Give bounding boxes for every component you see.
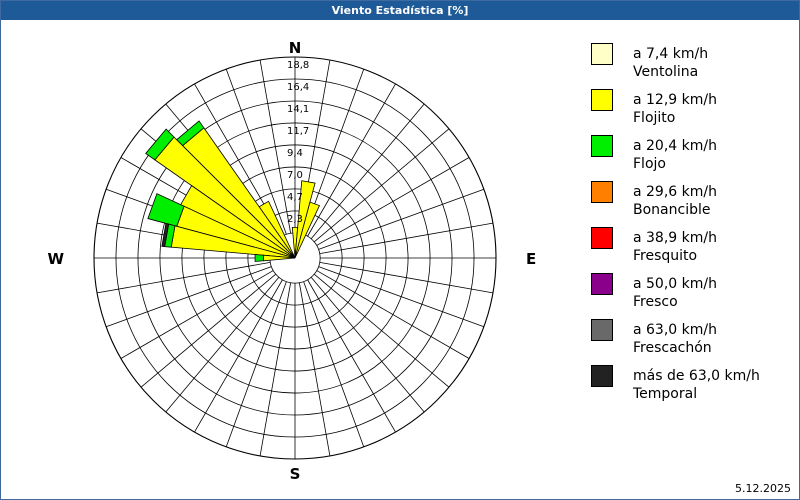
legend-item: a 20,4 km/h Flojo	[591, 135, 796, 181]
wind-bars	[145, 120, 321, 262]
grid-ring	[181, 144, 409, 372]
legend-swatch	[591, 89, 613, 111]
wind-bar-20-flojito	[294, 201, 321, 259]
legend-swatch	[591, 365, 613, 387]
legend-name: Bonancible	[633, 202, 711, 218]
legend-range: a 50,0 km/h	[633, 276, 717, 292]
radial-tick-label: 4,7	[287, 192, 303, 203]
legend-name: Fresquito	[633, 248, 698, 264]
legend: a 7,4 km/h Ventolina a 12,9 km/h Flojito…	[591, 43, 796, 411]
wind-bar-270-flojo	[254, 254, 264, 262]
direction-label-s: S	[290, 465, 301, 483]
direction-label-n: N	[289, 39, 302, 57]
legend-item: a 29,6 km/h Bonancible	[591, 181, 796, 227]
legend-range: a 12,9 km/h	[633, 92, 717, 108]
radial-tick-label: 7,0	[287, 170, 303, 181]
grid-ring	[115, 78, 475, 438]
legend-name: Fresco	[633, 294, 678, 310]
window-title: Viento Estadística [%]	[1, 1, 799, 20]
direction-label-w: W	[47, 250, 64, 268]
grid-ring	[225, 188, 365, 328]
radial-tick-labels: 2,3 4,7 7,0 9,4 11,7 14,1 16,4 18,8	[287, 60, 309, 225]
direction-labels: N E S W	[47, 39, 536, 483]
legend-item: a 7,4 km/h Ventolina	[591, 43, 796, 89]
legend-name: Frescachón	[633, 340, 712, 356]
radial-tick-label: 11,7	[287, 126, 309, 137]
legend-name: Flojito	[633, 110, 676, 126]
legend-swatch	[591, 319, 613, 341]
legend-item: a 50,0 km/h Fresco	[591, 273, 796, 319]
legend-swatch	[591, 181, 613, 203]
legend-swatch	[591, 135, 613, 157]
legend-range: más de 63,0 km/h	[633, 368, 760, 384]
grid-ring	[137, 100, 453, 416]
grid-ring	[247, 210, 343, 306]
wind-bar-310-flojo	[145, 128, 175, 161]
grid-ring	[159, 122, 431, 394]
wind-rose-chart: 2,3 4,7 7,0 9,4 11,7 14,1 16,4 18,8 N E S W	[47, 39, 536, 483]
legend-range: a 29,6 km/h	[633, 184, 717, 200]
legend-swatch	[591, 273, 613, 295]
legend-range: a 20,4 km/h	[633, 138, 717, 154]
legend-item: a 12,9 km/h Flojito	[591, 89, 796, 135]
legend-item: a 38,9 km/h Fresquito	[591, 227, 796, 273]
legend-name: Ventolina	[633, 64, 699, 80]
wind-bar-290-flojo	[147, 193, 185, 227]
grid-ring	[93, 56, 497, 460]
radial-tick-label: 9,4	[287, 148, 303, 159]
legend-range: a 38,9 km/h	[633, 230, 717, 246]
wind-bar-280-temporal	[161, 222, 170, 248]
polar-grid	[93, 56, 497, 460]
legend-item: más de 63,0 km/h Temporal	[591, 365, 796, 411]
legend-name: Temporal	[633, 386, 698, 402]
legend-range: a 63,0 km/h	[633, 322, 717, 338]
legend-range: a 7,4 km/h	[633, 46, 709, 62]
grid-ring	[203, 166, 387, 350]
legend-item: a 63,0 km/h Frescachón	[591, 319, 796, 365]
direction-label-e: E	[526, 250, 536, 268]
legend-swatch	[591, 227, 613, 249]
radial-tick-label: 14,1	[287, 104, 309, 115]
radial-tick-label: 2,3	[287, 214, 303, 225]
footer-date: 5.12.2025	[735, 482, 791, 495]
radial-tick-label: 16,4	[287, 82, 309, 93]
radial-tick-label: 18,8	[287, 60, 309, 71]
legend-swatch	[591, 43, 613, 65]
legend-name: Flojo	[633, 156, 666, 172]
